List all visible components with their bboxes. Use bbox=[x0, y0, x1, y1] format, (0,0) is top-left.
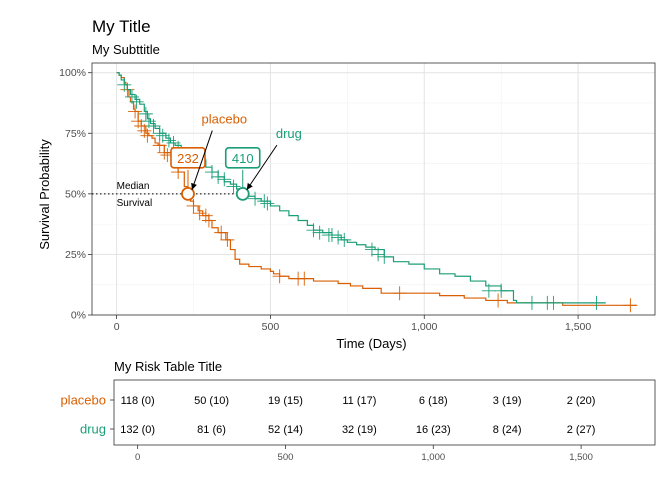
censor-mark-placebo bbox=[140, 128, 155, 143]
risk-table-title: My Risk Table Title bbox=[114, 359, 222, 374]
chart-subtitle: My Subttitle bbox=[92, 42, 160, 57]
median-annotation-line2: Survival bbox=[117, 198, 153, 209]
median-label-box-placebo bbox=[170, 147, 206, 169]
risk-table-cell: 19 (15) bbox=[268, 395, 303, 407]
plot-border bbox=[91, 62, 656, 316]
censor-mark-placebo bbox=[491, 293, 506, 308]
censor-mark-placebo bbox=[192, 206, 207, 221]
censor-mark-placebo bbox=[272, 269, 287, 284]
risk-table-cell: 3 (19) bbox=[493, 395, 522, 407]
risk-table-cell: 6 (18) bbox=[419, 395, 448, 407]
risk-table-cell: 50 (10) bbox=[194, 395, 229, 407]
median-label-drug: 410 bbox=[232, 151, 254, 166]
censor-mark-placebo bbox=[392, 286, 407, 301]
chart-title: My Title bbox=[92, 17, 151, 36]
censor-mark-drug bbox=[248, 191, 263, 206]
risk-table-cell: 16 (23) bbox=[416, 424, 451, 436]
x-tick-label: 1,000 bbox=[411, 321, 437, 333]
label-arrow-line-drug bbox=[246, 144, 278, 191]
censor-mark-placebo bbox=[152, 138, 167, 153]
censor-mark-drug bbox=[211, 169, 226, 184]
censor-mark-placebo bbox=[220, 232, 235, 247]
censor-mark-placebo bbox=[201, 213, 216, 228]
median-point-drug bbox=[235, 186, 250, 201]
censor-mark-drug bbox=[524, 295, 539, 310]
curve-label-drug: drug bbox=[276, 126, 302, 141]
median-annotation-line1: Median bbox=[117, 181, 150, 192]
median-label-box-drug bbox=[224, 147, 261, 169]
censor-mark-placebo bbox=[157, 145, 172, 160]
median-label-placebo: 232 bbox=[177, 151, 199, 166]
censor-mark-drug bbox=[494, 283, 509, 298]
censor-mark-drug bbox=[371, 247, 386, 262]
x-tick-label: 500 bbox=[262, 321, 280, 333]
censor-mark-drug bbox=[337, 232, 352, 247]
risk-table: placebo 118 (0) 50 (10) 19 (15) 11 (17) 6 (18… bbox=[60, 379, 656, 463]
risk-table-cell: 2 (20) bbox=[567, 395, 596, 407]
median-point-placebo bbox=[181, 186, 195, 201]
risk-table-border bbox=[113, 379, 656, 446]
curve-label-placebo: placebo bbox=[202, 112, 248, 127]
censor-mark-placebo bbox=[128, 104, 143, 119]
censor-mark-drug bbox=[312, 225, 327, 240]
censor-mark-drug bbox=[152, 126, 167, 141]
censor-mark-drug bbox=[138, 106, 153, 121]
censor-mark-placebo bbox=[214, 225, 229, 240]
survival-plot-panel bbox=[92, 63, 655, 316]
risk-table-x-tick-label: 1,000 bbox=[421, 452, 445, 463]
risk-table-cell: 52 (14) bbox=[268, 424, 303, 436]
censor-mark-drug bbox=[146, 119, 161, 133]
risk-table-group-drug: drug bbox=[80, 422, 106, 437]
x-axis-label: Time (Days) bbox=[336, 336, 406, 351]
censor-mark-drug bbox=[377, 249, 392, 264]
censor-mark-drug bbox=[117, 77, 132, 92]
censor-mark-drug bbox=[324, 228, 339, 243]
risk-table-cell: 32 (19) bbox=[342, 424, 377, 436]
risk-table-x-tick-label: 1,500 bbox=[569, 452, 593, 463]
censor-mark-drug bbox=[481, 283, 496, 298]
y-tick-label: 0% bbox=[71, 310, 86, 322]
risk-table-x-tick-label: 0 bbox=[135, 452, 140, 463]
x-tick-label: 1,500 bbox=[565, 321, 591, 333]
x-tick-label: 0 bbox=[114, 321, 120, 333]
risk-table-cell: 2 (27) bbox=[567, 424, 596, 436]
censor-mark-drug bbox=[331, 230, 346, 245]
censor-mark-drug bbox=[257, 194, 272, 209]
risk-table-cell: 81 (6) bbox=[197, 424, 226, 436]
y-tick-label: 25% bbox=[65, 249, 86, 261]
label-arrow-line-placebo bbox=[191, 130, 213, 191]
censor-mark-placebo bbox=[186, 198, 201, 213]
censor-mark-drug bbox=[306, 223, 321, 238]
censor-mark-placebo bbox=[623, 298, 638, 313]
risk-table-cell: 11 (17) bbox=[342, 395, 376, 407]
y-tick-label: 50% bbox=[65, 188, 86, 200]
risk-table-cell: 8 (24) bbox=[493, 424, 522, 436]
risk-table-cell: 132 (0) bbox=[120, 424, 155, 436]
survival-plot-axes: 0 500 1,000 1,500 0% 25% 50% 75% 100% Median Survi… bbox=[59, 62, 656, 333]
censor-mark-drug bbox=[217, 172, 232, 187]
censor-mark-placebo bbox=[297, 271, 312, 286]
censor-mark-drug bbox=[540, 295, 555, 310]
y-tick-label: 75% bbox=[65, 128, 86, 140]
risk-table-x-tick-label: 500 bbox=[278, 452, 294, 463]
censor-mark-drug bbox=[226, 179, 241, 194]
survival-curve-placebo bbox=[116, 72, 637, 306]
y-tick-label: 100% bbox=[59, 67, 86, 79]
censor-mark-drug bbox=[589, 295, 604, 310]
censor-mark-drug bbox=[260, 196, 275, 211]
risk-table-cell: 118 (0) bbox=[121, 395, 155, 407]
label-arrow-head-drug bbox=[246, 182, 253, 190]
label-arrow-head-placebo bbox=[191, 182, 197, 190]
risk-table-group-placebo: placebo bbox=[60, 393, 106, 408]
y-axis-label: Survival Probability bbox=[37, 139, 52, 250]
censor-mark-drug bbox=[129, 94, 144, 109]
